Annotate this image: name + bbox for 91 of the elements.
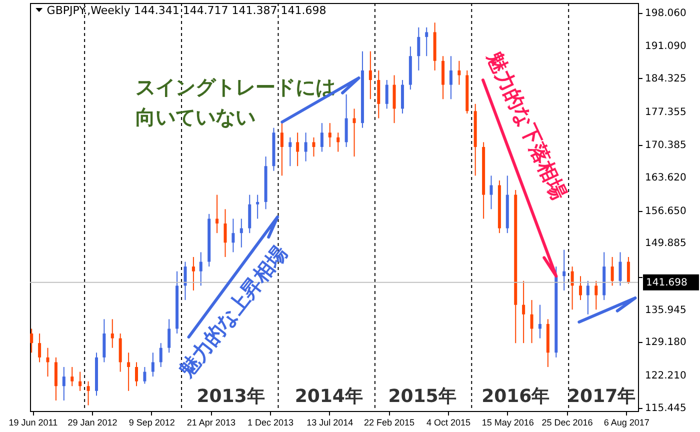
y-tick-label: 198.060 bbox=[645, 8, 686, 19]
x-tick-label: 9 Sep 2012 bbox=[128, 418, 175, 428]
y-tick-label: 122.210 bbox=[645, 370, 686, 382]
annotation: 向いていない bbox=[136, 105, 256, 129]
candlestick bbox=[570, 266, 574, 310]
y-tick-label: 170.385 bbox=[645, 140, 686, 152]
x-tick-label: 19 Jun 2011 bbox=[8, 418, 58, 428]
candlestick bbox=[304, 132, 308, 162]
candlestick bbox=[352, 108, 356, 158]
x-tick-label: 4 Oct 2015 bbox=[426, 418, 471, 428]
candlestick bbox=[417, 26, 420, 71]
candlestick bbox=[579, 276, 582, 301]
candlestick bbox=[392, 74, 396, 124]
candlestick bbox=[610, 256, 614, 286]
candlestick bbox=[328, 122, 332, 148]
x-tick-label: 13 Jul 2014 bbox=[306, 418, 354, 428]
annotation: 魅力的な下落相場 bbox=[482, 47, 572, 204]
x-tick-label: 15 May 2016 bbox=[482, 418, 534, 428]
candlestick bbox=[248, 194, 252, 234]
candlestick bbox=[400, 80, 404, 114]
candlestick bbox=[30, 328, 34, 354]
x-tick-label: 1 Dec 2013 bbox=[247, 418, 294, 428]
x-tick-label: 29 Jan 2012 bbox=[68, 418, 118, 428]
y-tick-label: 177.355 bbox=[645, 106, 686, 118]
x-tick-label: 25 Dec 2016 bbox=[542, 418, 593, 428]
ref-line-label: 141.698 bbox=[646, 277, 688, 288]
candlestick bbox=[143, 366, 146, 384]
candlestick bbox=[168, 318, 171, 354]
candlestick bbox=[199, 252, 202, 286]
candlestick bbox=[118, 333, 122, 372]
y-tick-label: 135.945 bbox=[645, 304, 686, 316]
y-tick-label: 184.325 bbox=[645, 73, 686, 84]
candlestick bbox=[449, 56, 452, 100]
candlestick bbox=[618, 252, 622, 286]
x-tick-label: 21 Apr 2013 bbox=[186, 418, 236, 428]
candlestick bbox=[458, 60, 461, 86]
candlestick bbox=[626, 256, 630, 284]
candlestick bbox=[594, 280, 598, 310]
candlestick bbox=[184, 261, 187, 301]
candlestick bbox=[296, 132, 300, 167]
candlestick bbox=[256, 194, 260, 220]
candlestick bbox=[135, 362, 138, 387]
candlestick bbox=[224, 208, 227, 258]
candlestick bbox=[102, 318, 106, 363]
candlestick bbox=[127, 352, 130, 392]
candlestick bbox=[78, 371, 82, 392]
y-tick-label: 191.090 bbox=[645, 41, 686, 52]
y-tick-label: 149.885 bbox=[645, 238, 686, 250]
candlestick bbox=[530, 300, 534, 344]
candlestick bbox=[522, 280, 526, 344]
candlestick bbox=[240, 218, 243, 248]
y-tick-label: 156.650 bbox=[645, 206, 686, 217]
annotation: 2014年 bbox=[294, 386, 363, 407]
candlestick bbox=[425, 26, 428, 57]
candlestick bbox=[110, 318, 114, 348]
annotation: 2016年 bbox=[482, 386, 550, 407]
candlestick bbox=[288, 136, 292, 167]
candlestick bbox=[442, 56, 445, 100]
y-tick-label: 163.620 bbox=[645, 172, 686, 184]
candlestick bbox=[368, 50, 372, 100]
candlestick bbox=[312, 136, 316, 158]
candlestick bbox=[46, 347, 50, 378]
candlestick bbox=[320, 122, 324, 152]
candlestick bbox=[216, 194, 219, 234]
candlestick bbox=[159, 342, 162, 368]
candlestick bbox=[86, 380, 90, 406]
candlestick bbox=[62, 366, 66, 401]
x-tick-label: 6 Aug 2017 bbox=[604, 418, 650, 428]
candlestick bbox=[54, 356, 58, 401]
candlestick bbox=[336, 132, 340, 152]
candlestick bbox=[562, 249, 566, 291]
candlestick bbox=[586, 280, 590, 315]
annotation: 2013年 bbox=[196, 386, 265, 407]
candlestick bbox=[344, 94, 348, 148]
y-tick-label: 115.445 bbox=[645, 402, 686, 414]
chart-title: GBPJPY.,Weekly 144.341 144.717 141.387 141.698 bbox=[46, 4, 326, 17]
candlestick bbox=[192, 256, 195, 291]
annotation: 2015年 bbox=[388, 386, 456, 407]
candlestick bbox=[385, 80, 388, 110]
candlestick bbox=[151, 352, 154, 378]
candlestick bbox=[232, 218, 235, 253]
candlestick bbox=[280, 122, 284, 176]
candlestick bbox=[538, 304, 542, 339]
y-tick-label: 129.180 bbox=[645, 337, 686, 348]
x-tick-label: 22 Feb 2015 bbox=[364, 418, 414, 428]
candlestick bbox=[490, 175, 493, 210]
candlestick bbox=[377, 70, 380, 119]
candlestick bbox=[70, 366, 74, 387]
annotation: 2017年 bbox=[568, 386, 636, 407]
annotation: 魅力的な上昇相場 bbox=[173, 240, 292, 383]
candlestick bbox=[38, 333, 42, 363]
